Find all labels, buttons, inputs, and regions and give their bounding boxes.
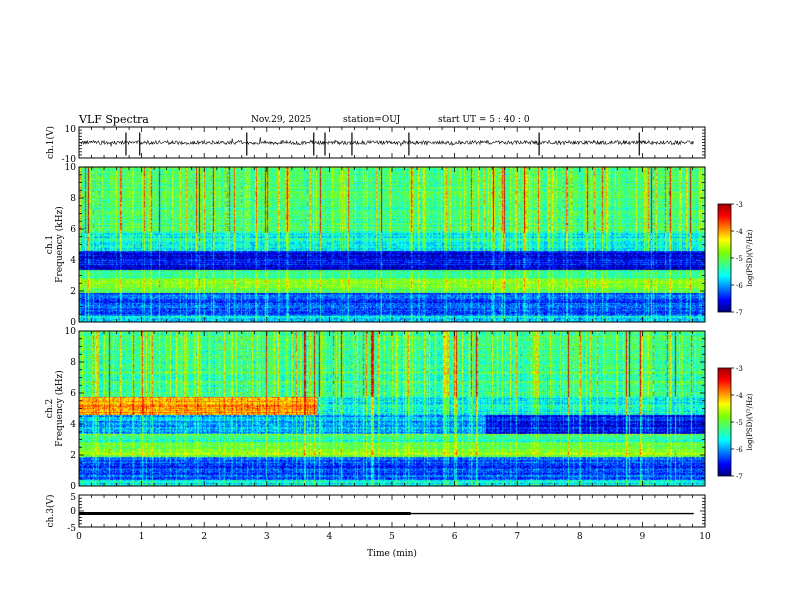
ch2-spectrogram [79, 331, 705, 486]
x-tick-label: 10 [699, 532, 711, 542]
start-time-label: start UT = 5 : 40 : 0 [438, 115, 530, 125]
y-axis-label: ch.1 [45, 235, 55, 254]
ch1-waveform [80, 137, 694, 147]
y-tick-label: 6 [70, 225, 76, 235]
colorbar-tick-label: -7 [736, 309, 743, 317]
y-tick-label: 2 [70, 287, 76, 297]
x-tick-label: 8 [577, 532, 583, 542]
x-tick-label: 7 [514, 532, 520, 542]
x-tick-label: 6 [452, 532, 458, 542]
y-axis-label: Frequency (kHz) [54, 206, 65, 283]
x-tick-label: 4 [327, 532, 333, 542]
colorbar-label: log(PSD)(V²/Hz) [746, 393, 754, 450]
y-tick-label: -5 [67, 524, 76, 534]
x-tick-label: 9 [640, 532, 646, 542]
x-tick-label: 1 [139, 532, 145, 542]
y-tick-label: -10 [62, 155, 77, 165]
y-axis-label: ch.3(V) [45, 495, 56, 528]
colorbar-label: log(PSD)(V²/Hz) [746, 229, 754, 286]
colorbar-tick-label: -6 [736, 282, 743, 290]
colorbar-tick-label: -3 [736, 201, 743, 209]
colorbar-tick-label: -5 [736, 419, 743, 427]
x-tick-label: 2 [201, 532, 207, 542]
colorbar-tick-label: -4 [736, 392, 743, 400]
colorbar-tick-label: -7 [736, 473, 743, 481]
colorbar [717, 203, 732, 313]
y-axis-label: ch.2 [45, 399, 55, 418]
y-tick-label: 5 [70, 493, 76, 503]
y-tick-label: 10 [65, 125, 77, 135]
y-tick-label: 0 [70, 482, 76, 492]
y-tick-label: 4 [70, 420, 76, 430]
y-tick-label: 8 [70, 358, 76, 368]
colorbar-tick-label: -4 [736, 228, 743, 236]
x-tick-label: 0 [76, 532, 82, 542]
x-tick-label: 3 [264, 532, 270, 542]
y-tick-label: 10 [65, 163, 77, 173]
ch1-spectrogram [79, 167, 705, 322]
y-axis-label: ch.1(V) [45, 126, 56, 159]
y-tick-label: 6 [70, 389, 76, 399]
chart-title: VLF Spectra [79, 113, 149, 126]
colorbar-tick-label: -3 [736, 365, 743, 373]
x-axis-label: Time (min) [367, 548, 417, 559]
date-label: Nov.29, 2025 [251, 115, 312, 125]
y-tick-label: 10 [65, 327, 77, 337]
y-tick-label: 8 [70, 194, 76, 204]
colorbar [717, 367, 732, 477]
y-tick-label: 4 [70, 256, 76, 266]
station-label: station=OUJ [343, 115, 401, 125]
x-tick-label: 5 [389, 532, 395, 542]
colorbar-tick-label: -6 [736, 446, 743, 454]
y-axis-label: Frequency (kHz) [54, 370, 65, 447]
y-tick-label: 0 [70, 318, 76, 328]
y-tick-label: 0 [70, 507, 76, 517]
colorbar-tick-label: -5 [736, 255, 743, 263]
y-tick-label: 2 [70, 451, 76, 461]
